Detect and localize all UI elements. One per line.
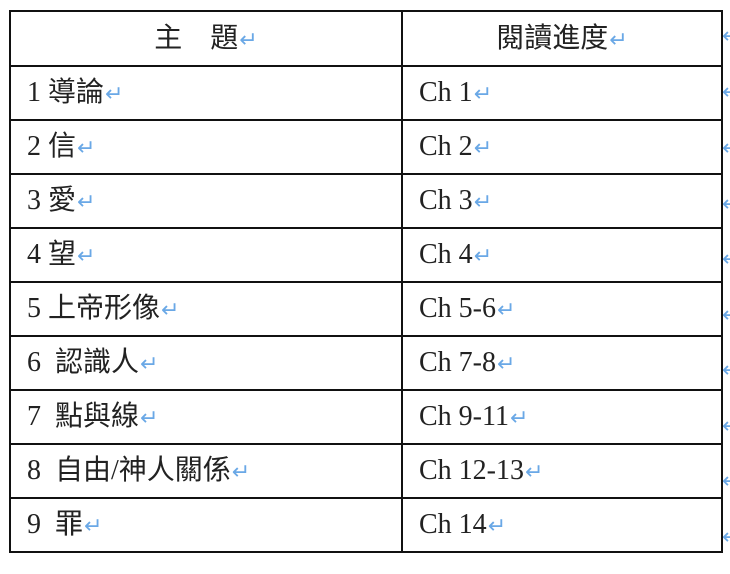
- table-row: 9 罪↵ Ch 14↵: [9, 497, 723, 553]
- topic-cell[interactable]: 3 愛↵: [9, 173, 403, 229]
- header-topic-text: 主 題: [154, 22, 239, 54]
- topic-text: 1 導論: [27, 77, 105, 108]
- progress-cell[interactable]: Ch 5-6↵: [401, 281, 723, 337]
- topic-cell[interactable]: 7 點與線↵: [9, 389, 403, 445]
- paragraph-mark-icon: ↵: [473, 190, 493, 215]
- topic-text: 8 自由/神人關係: [27, 455, 231, 486]
- table-row: 7 點與線↵ Ch 9-11↵: [9, 389, 723, 445]
- paragraph-mark-icon: ↵: [77, 244, 96, 269]
- table-row: 5 上帝形像↵ Ch 5-6↵: [9, 281, 723, 337]
- row-end-mark-icon: ←: [722, 24, 730, 49]
- progress-cell[interactable]: Ch 2↵: [401, 119, 723, 175]
- progress-cell[interactable]: Ch 12-13↵: [401, 443, 723, 499]
- progress-cell[interactable]: Ch 4↵: [401, 227, 723, 283]
- paragraph-mark-icon: ↵: [84, 514, 103, 539]
- progress-text: Ch 9-11: [419, 401, 509, 432]
- progress-cell[interactable]: Ch 7-8↵: [401, 335, 723, 391]
- progress-text: Ch 2: [419, 131, 473, 162]
- topic-cell[interactable]: 4 望↵: [9, 227, 403, 283]
- table-row: 8 自由/神人關係↵ Ch 12-13↵: [9, 443, 723, 499]
- paragraph-mark-icon: ↵: [161, 298, 180, 323]
- topic-text: 5 上帝形像: [27, 293, 161, 324]
- progress-text: Ch 14: [419, 509, 487, 540]
- table-row: 2 信↵ Ch 2↵: [9, 119, 723, 175]
- paragraph-mark-icon: ↵: [105, 82, 124, 107]
- paragraph-mark-icon: ↵: [239, 27, 258, 53]
- progress-text: Ch 1: [419, 77, 473, 108]
- row-end-mark-icon: ←: [722, 525, 730, 550]
- topic-text: 3 愛: [27, 185, 77, 216]
- progress-text: Ch 5-6: [419, 293, 496, 324]
- paragraph-mark-icon: ↵: [473, 82, 493, 107]
- paragraph-mark-icon: ↵: [609, 27, 628, 53]
- topic-cell[interactable]: 9 罪↵: [9, 497, 403, 553]
- header-progress[interactable]: 閱讀進度↵: [401, 10, 723, 67]
- topic-cell[interactable]: 6 認識人↵: [9, 335, 403, 391]
- table-header-row: 主 題↵ 閱讀進度↵: [9, 10, 723, 67]
- topic-text: 4 望: [27, 239, 77, 270]
- paragraph-mark-icon: ↵: [487, 514, 507, 539]
- paragraph-mark-icon: ↵: [77, 190, 96, 215]
- header-topic[interactable]: 主 題↵: [9, 10, 403, 67]
- paragraph-mark-icon: ↵: [525, 460, 544, 485]
- paragraph-mark-icon: ↵: [231, 460, 251, 485]
- reading-schedule-table: 主 題↵ 閱讀進度↵ 1 導論↵ Ch 1↵ 2 信↵ Ch 2↵ 3 愛↵ Ch 3↵ 4…: [9, 10, 723, 553]
- topic-text: 9 罪: [27, 509, 84, 540]
- row-end-mark-icon: ←: [722, 80, 730, 105]
- row-end-mark-icon: ←: [722, 192, 730, 217]
- topic-cell[interactable]: 5 上帝形像↵: [9, 281, 403, 337]
- topic-cell[interactable]: 2 信↵: [9, 119, 403, 175]
- topic-cell[interactable]: 8 自由/神人關係↵: [9, 443, 403, 499]
- paragraph-mark-icon: ↵: [77, 136, 96, 161]
- progress-cell[interactable]: Ch 1↵: [401, 65, 723, 121]
- progress-cell[interactable]: Ch 14↵: [401, 497, 723, 553]
- table-row: 6 認識人↵ Ch 7-8↵: [9, 335, 723, 391]
- paragraph-mark-icon: ↵: [509, 406, 529, 431]
- progress-text: Ch 4: [419, 239, 473, 270]
- progress-text: Ch 12-13: [419, 455, 524, 486]
- table-row: 4 望↵ Ch 4↵: [9, 227, 723, 283]
- row-end-mark-icon: ←: [722, 414, 730, 439]
- topic-text: 7 點與線: [27, 401, 140, 432]
- topic-cell[interactable]: 1 導論↵: [9, 65, 403, 121]
- progress-cell[interactable]: Ch 3↵: [401, 173, 723, 229]
- row-end-mark-icon: ←: [722, 358, 730, 383]
- topic-text: 6 認識人: [27, 347, 140, 378]
- progress-text: Ch 3: [419, 185, 473, 216]
- paragraph-mark-icon: ↵: [473, 244, 493, 269]
- topic-text: 2 信: [27, 131, 77, 162]
- table-row: 3 愛↵ Ch 3↵: [9, 173, 723, 229]
- row-end-mark-icon: ←: [722, 136, 730, 161]
- table-row: 1 導論↵ Ch 1↵: [9, 65, 723, 121]
- paragraph-mark-icon: ↵: [140, 406, 159, 431]
- paragraph-mark-icon: ↵: [497, 298, 516, 323]
- header-progress-text: 閱讀進度: [496, 22, 609, 54]
- paragraph-mark-icon: ↵: [473, 136, 493, 161]
- row-end-mark-icon: ←: [722, 469, 730, 494]
- row-end-mark-icon: ←: [722, 303, 730, 328]
- paragraph-mark-icon: ↵: [497, 352, 516, 377]
- progress-cell[interactable]: Ch 9-11↵: [401, 389, 723, 445]
- row-end-mark-icon: ←: [722, 247, 730, 272]
- progress-text: Ch 7-8: [419, 347, 496, 378]
- paragraph-mark-icon: ↵: [140, 352, 159, 377]
